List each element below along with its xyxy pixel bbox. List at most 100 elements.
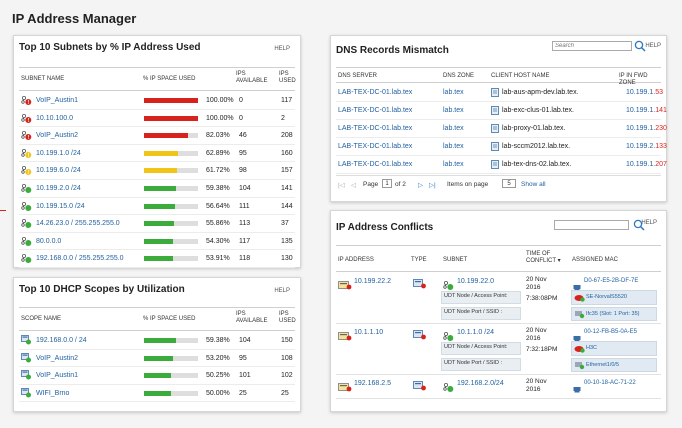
- dns-row[interactable]: LAB-TEX-DC-01.lab.tex lab.tex lab-aus-apm-…: [336, 84, 663, 102]
- dns-row[interactable]: LAB-TEX-DC-01.lab.tex lab.tex lab-exc-clus…: [336, 102, 667, 120]
- subnet-name-link[interactable]: VoIP_Austin2: [36, 132, 79, 140]
- subnet-row[interactable]: ! VoIP_Austin1 100.00% 0 117: [19, 92, 295, 110]
- conflict-ip-link[interactable]: 10.199.22.2: [354, 278, 391, 285]
- dns-zone-link[interactable]: lab.tex: [443, 143, 464, 150]
- pager-items-input[interactable]: 5: [502, 179, 516, 188]
- subnet-row[interactable]: 192.168.0.0 / 255.255.255.0 53.91% 118 130: [19, 250, 295, 268]
- subnet-row[interactable]: 10.199.15.0 /24 56.64% 111 144: [19, 198, 295, 216]
- conflict-subnet-link[interactable]: 192.168.2.0/24: [457, 380, 504, 387]
- subnet-row[interactable]: ! 10.199.1.0 /24 62.89% 95 160: [19, 145, 295, 163]
- subnets-col-pct[interactable]: % IP SPACE USED: [143, 76, 196, 82]
- conflict-ip-link[interactable]: 192.168.2.5: [354, 380, 391, 387]
- subnet-row[interactable]: 10.199.2.0 /24 59.38% 104 141: [19, 180, 295, 198]
- conflicts-col-ip[interactable]: IP ADDRESS: [338, 257, 374, 263]
- dhcp-help-link[interactable]: HELP: [274, 288, 290, 294]
- subnet-name-link[interactable]: 10.199.15.0 /24: [36, 202, 85, 210]
- conflict-subnet-link[interactable]: 10.199.22.0: [457, 278, 494, 285]
- dhcp-col-name[interactable]: SCOPE NAME: [21, 316, 62, 322]
- conflict-ip-link[interactable]: 10.1.1.10: [354, 329, 384, 336]
- pager-page-input[interactable]: 1: [382, 179, 392, 188]
- subnets-col-used[interactable]: IPS USED: [279, 71, 296, 84]
- next-page-icon[interactable]: ▷: [418, 182, 423, 189]
- udt-port-name[interactable]: Ifc35 (Slot: 1 Port: 35): [586, 311, 640, 317]
- dns-zone-link[interactable]: lab.tex: [443, 107, 464, 114]
- dns-row[interactable]: LAB-TEX-DC-01.lab.tex lab.tex lab-proxy-01…: [336, 120, 667, 138]
- dns-zone-link[interactable]: lab.tex: [443, 161, 464, 168]
- dns-zone-link[interactable]: lab.tex: [443, 125, 464, 132]
- subnet-name-link[interactable]: VoIP_Austin1: [36, 97, 79, 104]
- conflict-row[interactable]: 192.168.2.5 192.168.2.0/24 20 Nov 2016 00-1…: [336, 375, 661, 399]
- conflict-row[interactable]: 10.199.22.2 10.199.22.0 20 Nov 2016 D0-67-E…: [336, 273, 661, 324]
- conflicts-col-type[interactable]: TYPE: [411, 257, 427, 263]
- dns-fwd-ip-prefix[interactable]: 10.199.1.: [626, 89, 656, 96]
- dhcp-scope-link[interactable]: VoIP_Austin2: [36, 354, 79, 362]
- dns-col-client[interactable]: CLIENT HOST NAME: [491, 73, 550, 79]
- udt-port-name[interactable]: Ethernet1/0/5: [586, 362, 620, 368]
- dns-col-zone[interactable]: DNS ZONE: [443, 73, 475, 79]
- dhcp-col-avail[interactable]: IPS AVAILABLE: [236, 311, 268, 324]
- dns-server-link[interactable]: LAB-TEX-DC-01.lab.tex: [338, 107, 413, 114]
- subnet-row[interactable]: ! 10.199.6.0 /24 61.72% 98 157: [19, 162, 295, 180]
- udt-node-name[interactable]: H3C: [586, 345, 598, 351]
- udt-port-value[interactable]: Ethernet1/0/5: [571, 358, 657, 372]
- subnets-help-link[interactable]: HELP: [274, 46, 290, 52]
- subnet-name-link[interactable]: 10.10.100.0: [36, 114, 73, 122]
- dhcp-scope-link[interactable]: VoIP_Austin1: [36, 372, 79, 380]
- subnet-name-link[interactable]: 10.199.2.0 /24: [36, 185, 81, 192]
- udt-node-value[interactable]: SE-NorvalS5520: [571, 290, 657, 305]
- conflicts-help-link[interactable]: HELP: [641, 220, 657, 226]
- prev-page-icon[interactable]: ◁: [351, 182, 356, 189]
- conflicts-search-input[interactable]: [554, 220, 629, 230]
- dns-col-ip[interactable]: IP IN FWD ZONE: [619, 73, 648, 86]
- dns-fwd-ip-prefix[interactable]: 10.199.1.: [626, 125, 656, 132]
- dhcp-col-pct[interactable]: % IP SPACE USED: [143, 316, 196, 322]
- assigned-mac-link[interactable]: 00-10-18-AC-71-22: [584, 380, 636, 386]
- subnet-name-link[interactable]: 80.0.0.0: [36, 237, 62, 245]
- assigned-mac-link[interactable]: D0-67-E5-2B-DF-7E: [584, 278, 639, 284]
- subnets-col-avail[interactable]: IPS AVAILABLE: [236, 71, 268, 84]
- conflicts-col-mac[interactable]: ASSIGNED MAC: [572, 257, 619, 263]
- conflicts-col-time[interactable]: TIME OF CONFLICT ▾: [526, 251, 561, 264]
- dns-zone-link[interactable]: lab.tex: [443, 89, 464, 96]
- subnets-col-name[interactable]: SUBNET NAME: [21, 76, 65, 82]
- subnet-row[interactable]: ! VoIP_Austin2 82.03% 46 208: [19, 127, 295, 145]
- subnet-name-link[interactable]: 14.26.23.0 / 255.255.255.0: [36, 220, 120, 228]
- dns-col-server[interactable]: DNS SERVER: [338, 73, 377, 79]
- dns-fwd-ip-prefix[interactable]: 10.199.1.: [626, 107, 656, 114]
- first-page-icon[interactable]: |◁: [338, 182, 345, 189]
- subnet-row[interactable]: 14.26.23.0 / 255.255.255.0 55.86% 113 37: [19, 215, 295, 233]
- dhcp-col-used[interactable]: IPS USED: [279, 311, 296, 324]
- dns-server-link[interactable]: LAB-TEX-DC-01.lab.tex: [338, 143, 413, 150]
- dns-server-link[interactable]: LAB-TEX-DC-01.lab.tex: [338, 161, 413, 168]
- conflict-subnet-link[interactable]: 10.1.1.0 /24: [457, 329, 494, 336]
- dns-help-link[interactable]: HELP: [645, 43, 661, 49]
- dns-search-input[interactable]: [552, 41, 632, 51]
- dns-server-link[interactable]: LAB-TEX-DC-01.lab.tex: [338, 89, 413, 96]
- dhcp-row[interactable]: WIFI_Brno 50.00% 25 25: [19, 385, 295, 403]
- udt-node-value[interactable]: H3C: [571, 341, 657, 356]
- search-icon[interactable]: [634, 40, 646, 52]
- dns-server-link[interactable]: LAB-TEX-DC-01.lab.tex: [338, 125, 413, 132]
- conflicts-col-subnet[interactable]: SUBNET: [443, 257, 468, 263]
- dhcp-row[interactable]: 192.168.0.0 / 24 59.38% 104 150: [19, 332, 295, 350]
- subnet-name-link[interactable]: 10.199.6.0 /24: [36, 167, 81, 175]
- dns-row[interactable]: LAB-TEX-DC-01.lab.tex lab.tex lab-tex-dns-…: [336, 156, 667, 174]
- dns-fwd-ip-prefix[interactable]: 10.199.1.: [626, 161, 656, 168]
- last-page-icon[interactable]: ▷|: [429, 182, 436, 189]
- dhcp-row[interactable]: VoIP_Austin1 50.25% 101 102: [19, 367, 295, 385]
- udt-node-name[interactable]: SE-NorvalS5520: [586, 294, 627, 300]
- conflict-row[interactable]: 10.1.1.10 10.1.1.0 /24 20 Nov 2016 00-12-FB…: [336, 324, 661, 375]
- dhcp-scope-link[interactable]: WIFI_Brno: [36, 389, 70, 397]
- subnet-name-link[interactable]: 10.199.1.0 /24: [36, 149, 81, 157]
- pager-show-all[interactable]: Show all: [521, 181, 546, 188]
- dhcp-row[interactable]: VoIP_Austin2 53.20% 95 108: [19, 350, 295, 368]
- assigned-mac-link[interactable]: 00-12-FB-B5-0A-E5: [584, 329, 638, 335]
- subnet-name-link[interactable]: 192.168.0.0 / 255.255.255.0: [36, 255, 124, 263]
- subnet-row[interactable]: ! 10.10.100.0 100.00% 0 2: [19, 110, 295, 128]
- dns-row[interactable]: LAB-TEX-DC-01.lab.tex lab.tex lab-sccm2012…: [336, 138, 667, 156]
- subnet-row[interactable]: 80.0.0.0 54.30% 117 135: [19, 233, 295, 251]
- dns-fwd-ip-prefix[interactable]: 10.199.2.: [626, 143, 656, 150]
- search-icon[interactable]: [633, 219, 645, 231]
- dhcp-scope-link[interactable]: 192.168.0.0 / 24: [36, 337, 87, 344]
- udt-port-value[interactable]: Ifc35 (Slot: 1 Port: 35): [571, 307, 657, 321]
